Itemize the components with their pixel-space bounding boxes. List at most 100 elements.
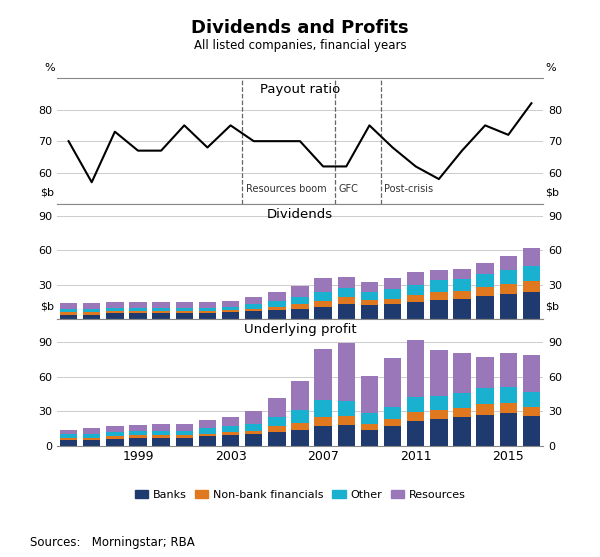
Bar <box>176 311 193 314</box>
Bar <box>60 438 77 440</box>
Bar <box>338 288 355 297</box>
Bar <box>83 428 100 434</box>
Bar <box>430 270 448 280</box>
Bar <box>500 256 517 270</box>
Bar <box>454 268 470 279</box>
Bar <box>430 396 448 410</box>
Bar <box>500 353 517 387</box>
Bar <box>384 299 401 304</box>
Bar <box>199 314 216 319</box>
Bar <box>222 426 239 432</box>
Bar <box>60 315 77 319</box>
Bar <box>245 434 262 446</box>
Bar <box>60 312 77 315</box>
Bar <box>83 309 100 312</box>
Bar <box>430 350 448 396</box>
Bar <box>338 416 355 425</box>
Bar <box>314 301 332 306</box>
Bar <box>106 307 124 311</box>
Bar <box>222 432 239 435</box>
Bar <box>454 291 470 299</box>
Bar <box>245 311 262 319</box>
Bar <box>268 310 286 319</box>
Bar <box>83 434 100 438</box>
Bar <box>523 292 540 319</box>
Bar <box>430 300 448 319</box>
Bar <box>60 440 77 446</box>
Bar <box>152 431 170 435</box>
Bar <box>222 435 239 446</box>
Bar <box>106 314 124 319</box>
Bar <box>106 302 124 307</box>
Bar <box>268 426 286 432</box>
Bar <box>407 302 424 319</box>
Text: Dividends and Profits: Dividends and Profits <box>191 19 409 37</box>
Bar <box>523 266 540 281</box>
Bar <box>292 423 308 429</box>
Bar <box>314 399 332 417</box>
Bar <box>384 407 401 419</box>
Bar <box>407 397 424 412</box>
Bar <box>407 422 424 446</box>
Bar <box>152 435 170 438</box>
Bar <box>130 438 146 446</box>
Bar <box>130 431 146 435</box>
Text: GFC: GFC <box>338 184 358 194</box>
Bar <box>292 410 308 423</box>
Text: $b: $b <box>41 302 55 312</box>
Bar <box>199 434 216 436</box>
Bar <box>152 424 170 431</box>
Bar <box>523 407 540 416</box>
Bar <box>268 306 286 310</box>
Bar <box>176 438 193 446</box>
Bar <box>338 297 355 304</box>
Bar <box>384 358 401 407</box>
Bar <box>361 305 378 319</box>
Bar <box>199 436 216 446</box>
Bar <box>500 294 517 319</box>
Bar <box>430 292 448 300</box>
Bar <box>292 304 308 309</box>
Bar <box>407 412 424 422</box>
Bar <box>476 414 494 446</box>
Text: Resources boom: Resources boom <box>245 184 326 194</box>
Bar <box>430 280 448 292</box>
Text: Payout ratio: Payout ratio <box>260 83 340 96</box>
Bar <box>292 429 308 446</box>
Bar <box>500 284 517 294</box>
Bar <box>106 432 124 436</box>
Bar <box>454 353 470 393</box>
Bar <box>314 417 332 426</box>
Bar <box>500 270 517 284</box>
Bar <box>176 424 193 431</box>
Bar <box>454 279 470 291</box>
Bar <box>199 421 216 428</box>
Bar <box>384 304 401 319</box>
Bar <box>476 388 494 404</box>
Bar <box>106 311 124 314</box>
Bar <box>176 314 193 319</box>
Bar <box>523 248 540 266</box>
Bar <box>292 286 308 297</box>
Bar <box>199 302 216 307</box>
Bar <box>222 310 239 312</box>
Bar <box>222 306 239 310</box>
Bar <box>60 309 77 312</box>
Bar <box>60 429 77 434</box>
Text: Post-crisis: Post-crisis <box>385 184 434 194</box>
Text: %: % <box>545 63 556 73</box>
Bar <box>176 302 193 307</box>
Bar <box>338 425 355 446</box>
Bar <box>83 303 100 309</box>
Bar <box>430 419 448 446</box>
Bar <box>361 413 378 424</box>
Bar <box>268 301 286 306</box>
Bar <box>476 404 494 414</box>
Bar <box>268 417 286 426</box>
Bar <box>407 340 424 397</box>
Bar <box>314 426 332 446</box>
Text: Dividends: Dividends <box>267 208 333 221</box>
Bar <box>500 403 517 413</box>
Bar <box>476 275 494 287</box>
Bar <box>314 306 332 319</box>
